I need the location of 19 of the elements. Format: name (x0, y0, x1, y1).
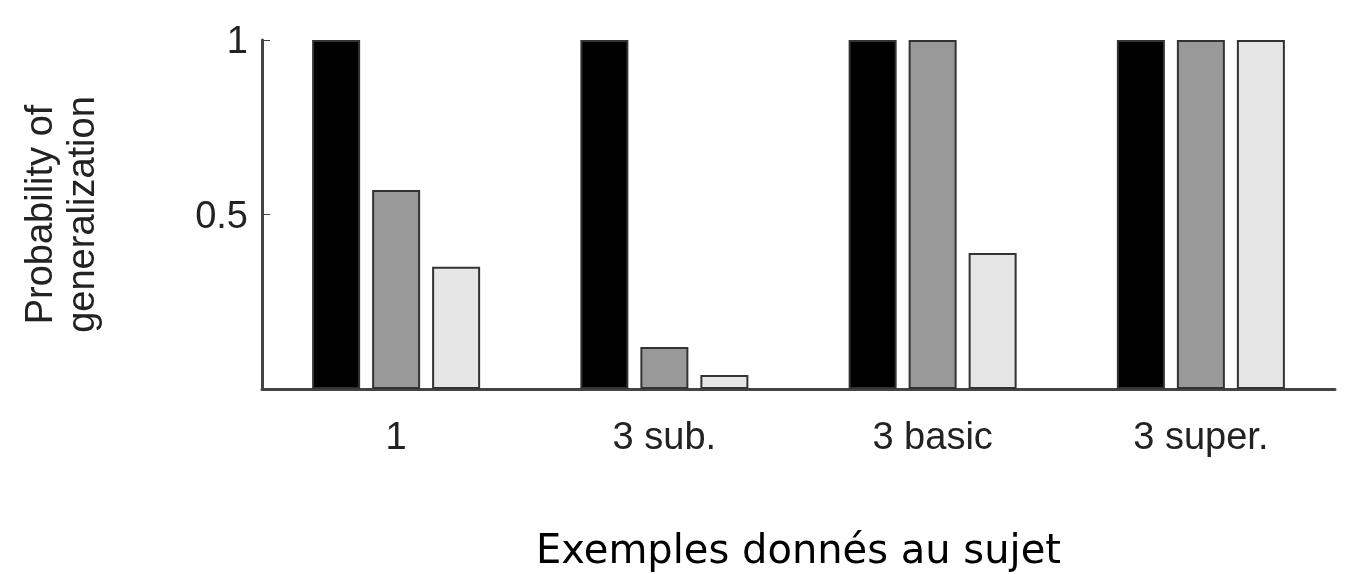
y-axis-title: Probability of generalization (18, 96, 102, 333)
x-tick-label: 3 super. (1133, 415, 1269, 457)
bar (908, 40, 957, 389)
x-tick-label: 3 basic (872, 415, 993, 457)
bar (700, 375, 749, 389)
bar (640, 347, 689, 389)
bar (1236, 40, 1285, 389)
x-tick-label: 3 sub. (612, 415, 717, 457)
y-tick-label: 0.5 (195, 193, 248, 236)
bar (580, 40, 629, 389)
x-tick-label: 1 (385, 415, 407, 457)
bar (432, 266, 481, 389)
bar (1176, 40, 1225, 389)
bar (968, 252, 1017, 389)
bar (312, 40, 361, 389)
bar (848, 40, 897, 389)
bar (1116, 40, 1165, 389)
x-axis-title: Exemples donnés au sujet (536, 526, 1061, 572)
bar (372, 190, 421, 389)
